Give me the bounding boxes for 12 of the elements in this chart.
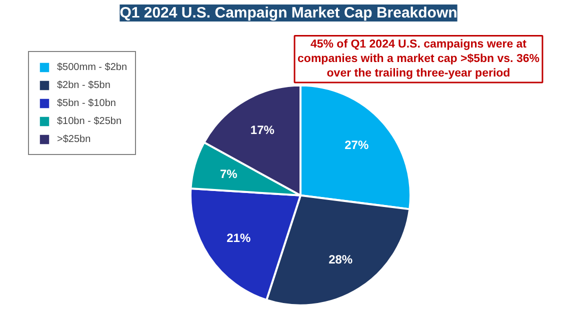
data-label: 27% (344, 138, 369, 152)
data-label: 28% (328, 252, 353, 267)
legend-label: $500mm - $2bn (57, 62, 128, 72)
data-label: 17% (250, 122, 275, 137)
legend-label: $10bn - $25bn (57, 116, 122, 126)
chart-title: Q1 2024 U.S. Campaign Market Cap Breakdown (120, 4, 458, 22)
legend-label: $5bn - $10bn (57, 98, 116, 108)
legend-label: >$25bn (57, 134, 91, 144)
data-label: 21% (226, 231, 251, 246)
text: 45% of Q1 2024 U.S. campaigns were at companies with a market cap >$5bn vs. 36% over the trailing three-year period (298, 38, 540, 80)
legend-label: $2bn - $5bn (57, 80, 110, 90)
data-label: 7% (220, 167, 238, 182)
